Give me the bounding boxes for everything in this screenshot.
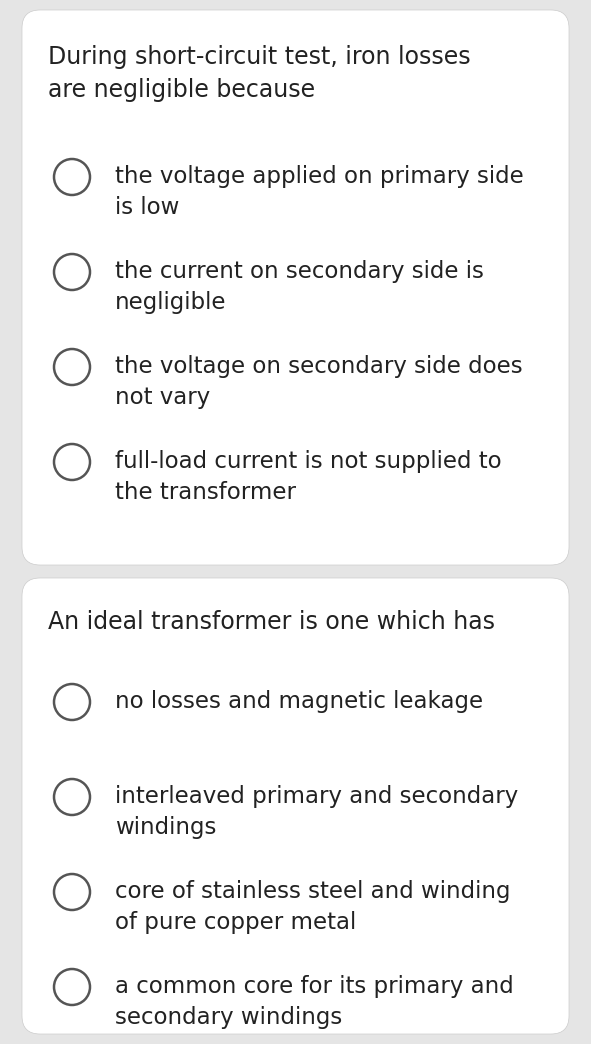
FancyBboxPatch shape — [22, 578, 569, 1034]
Text: full-load current is not supplied to
the transformer: full-load current is not supplied to the… — [115, 450, 502, 504]
Text: During short-circuit test, iron losses
are negligible because: During short-circuit test, iron losses a… — [48, 45, 470, 101]
Text: interleaved primary and secondary
windings: interleaved primary and secondary windin… — [115, 785, 518, 839]
Text: the voltage applied on primary side
is low: the voltage applied on primary side is l… — [115, 165, 524, 219]
Text: a common core for its primary and
secondary windings: a common core for its primary and second… — [115, 975, 514, 1029]
Text: the current on secondary side is
negligible: the current on secondary side is negligi… — [115, 260, 484, 314]
Text: core of stainless steel and winding
of pure copper metal: core of stainless steel and winding of p… — [115, 880, 511, 934]
Text: An ideal transformer is one which has: An ideal transformer is one which has — [48, 610, 495, 634]
Text: the voltage on secondary side does
not vary: the voltage on secondary side does not v… — [115, 355, 522, 409]
FancyBboxPatch shape — [22, 10, 569, 565]
Text: no losses and magnetic leakage: no losses and magnetic leakage — [115, 690, 483, 713]
